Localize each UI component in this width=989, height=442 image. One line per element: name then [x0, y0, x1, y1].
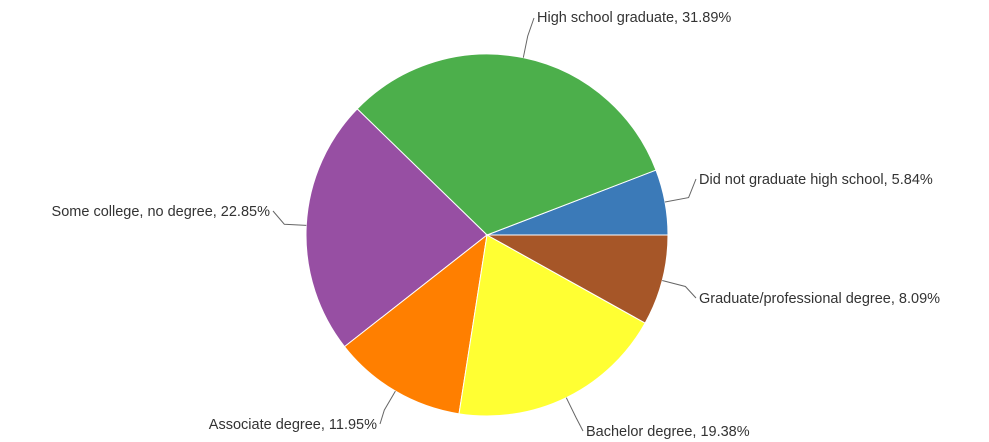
leader-line-bachelor-degree	[565, 397, 584, 432]
leader-line-associate-degree	[379, 390, 396, 425]
slice-label-high-school-graduate: High school graduate, 31.89%	[537, 10, 731, 26]
labels-layer: Did not graduate high school, 5.84% High …	[52, 10, 941, 440]
leader-line-graduate-professional-degree	[662, 280, 697, 299]
leader-line-some-college-no-degree	[272, 210, 307, 226]
slice-label-graduate-professional-degree: Graduate/professional degree, 8.09%	[699, 291, 940, 307]
slice-label-bachelor-degree: Bachelor degree, 19.38%	[586, 424, 750, 440]
slice-label-did-not-graduate-high-school: Did not graduate high school, 5.84%	[699, 172, 933, 188]
leader-line-high-school-graduate	[522, 17, 535, 58]
pie-slice-high-school-graduate[interactable]	[356, 53, 657, 236]
leader-lines-layer	[272, 17, 697, 432]
pie-slice-associate-degree[interactable]	[343, 233, 488, 415]
pie-slice-graduate-professional-degree[interactable]	[485, 234, 669, 324]
slice-label-some-college-no-degree: Some college, no degree, 22.85%	[52, 204, 271, 220]
leader-line-did-not-graduate-high-school	[664, 178, 697, 203]
slice-label-associate-degree: Associate degree, 11.95%	[209, 417, 377, 433]
slices-layer	[305, 53, 669, 417]
